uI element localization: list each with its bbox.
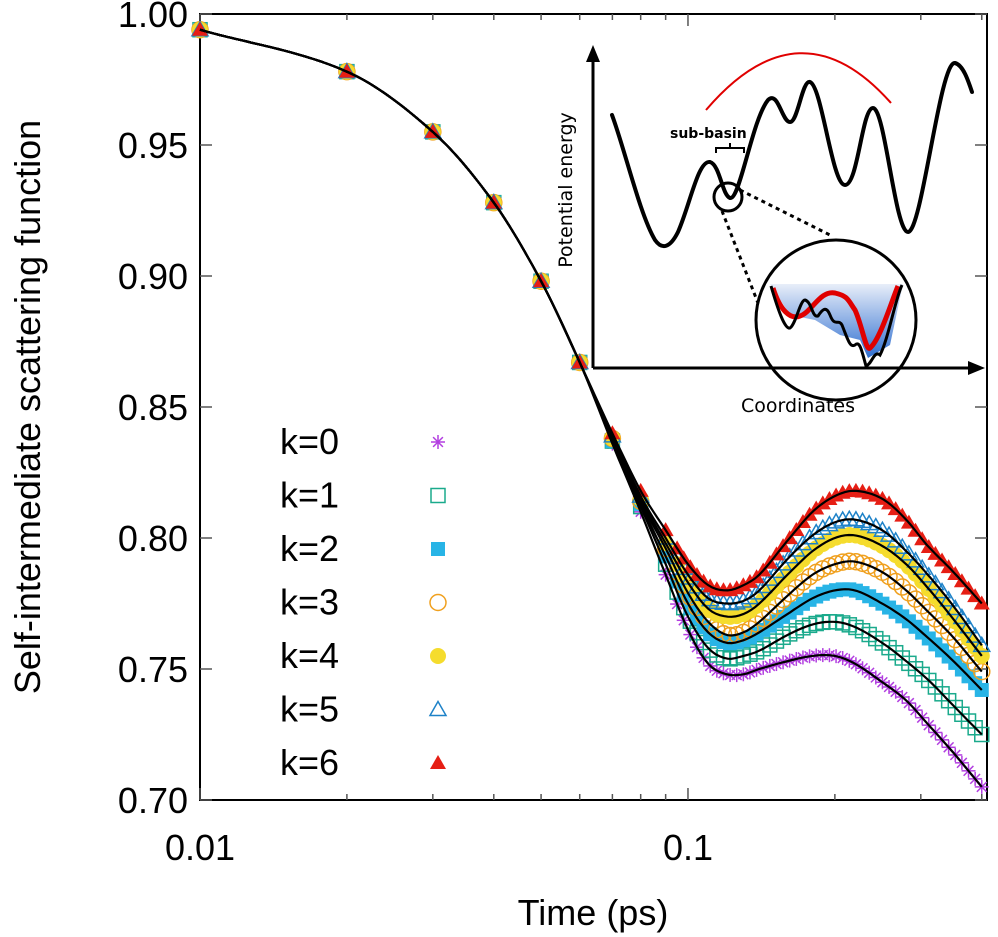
- data-point: [892, 537, 912, 555]
- y-tick-label: 0.95: [118, 125, 188, 166]
- zoom-source-circle: [712, 181, 744, 213]
- red-envelope-curve: [705, 52, 892, 111]
- x-tick-label: 0.01: [165, 827, 235, 868]
- data-point: [974, 726, 990, 743]
- data-point: [886, 531, 905, 548]
- data-point: [767, 597, 786, 615]
- data-point: [959, 617, 978, 634]
- legend-marker: [429, 593, 447, 612]
- data-point: [952, 607, 972, 625]
- fit-lines: [199, 28, 983, 788]
- legend-entry: k=5: [280, 689, 448, 730]
- y-axis-title: Self-intermediate scattering function: [7, 120, 48, 694]
- legend-entry: k=3: [280, 582, 447, 623]
- data-point: [899, 544, 919, 561]
- data-point: [965, 626, 985, 643]
- data-point: [906, 551, 925, 568]
- legend-marker: [430, 487, 446, 504]
- data-point: [794, 573, 812, 591]
- legend-label: k=4: [280, 635, 339, 676]
- y-tick-label: 0.85: [118, 387, 188, 428]
- fit-line-k-1: [199, 28, 983, 736]
- legend-marker: [430, 755, 446, 769]
- data-point: [945, 598, 965, 616]
- data-point: [879, 525, 899, 542]
- y-tick-label: 0.75: [118, 649, 188, 690]
- fit-line-k-6: [199, 28, 983, 605]
- legend-entry: k=0: [280, 421, 445, 462]
- legend-marker: [431, 542, 445, 556]
- legend-entry: k=6: [280, 742, 446, 783]
- data-point: [806, 523, 826, 540]
- axis-ticks: [199, 13, 987, 801]
- legend-label: k=1: [280, 475, 339, 516]
- data-point: [972, 635, 992, 653]
- data-markers: [190, 20, 992, 794]
- legend-entry: k=2: [280, 528, 445, 569]
- inset-x-arrow-icon: [968, 361, 985, 375]
- data-point: [754, 609, 772, 628]
- y-tick-label: 0.80: [118, 518, 188, 559]
- legend-entry: k=1: [280, 475, 446, 516]
- zoom-magnified-circle: [754, 238, 918, 402]
- data-point: [919, 566, 939, 583]
- inset-x-label: Coordinates: [741, 395, 855, 417]
- legend-entry: k=4: [280, 635, 446, 676]
- data-point: [900, 584, 918, 602]
- y-tick-label: 1.00: [118, 0, 188, 35]
- data-point: [913, 596, 931, 615]
- series-markers-k-0: [193, 22, 989, 794]
- data-point: [740, 588, 760, 605]
- data-point: [787, 579, 806, 597]
- data-point: [820, 557, 839, 575]
- legend-marker: [431, 435, 445, 449]
- data-point: [800, 528, 819, 545]
- data-point: [880, 567, 898, 586]
- y-tick-label: 0.90: [118, 256, 188, 297]
- x-axis-title: Time (ps): [518, 892, 669, 933]
- legend-marker: [428, 699, 448, 717]
- data-point: [780, 585, 799, 603]
- data-point: [939, 590, 958, 607]
- zoom-connector-line: [739, 188, 833, 238]
- legend-label: k=6: [280, 742, 339, 783]
- energy-curve: [610, 60, 974, 249]
- x-tick-label: 0.1: [663, 827, 713, 868]
- data-point: [774, 590, 792, 609]
- legend-label: k=5: [280, 689, 339, 730]
- data-point: [893, 578, 912, 596]
- data-point: [793, 534, 813, 551]
- data-point: [827, 555, 845, 573]
- data-point: [906, 590, 925, 608]
- fine-energy-curve: [769, 284, 904, 368]
- inset-y-label: Potential energy: [555, 112, 577, 267]
- data-point: [873, 520, 892, 538]
- data-point: [886, 572, 905, 591]
- legend-marker: [430, 648, 446, 664]
- axis-tick-labels: 1.00 0.95 0.90 0.85 0.80 0.75 0.70 0.01 0.1: [118, 0, 713, 868]
- zoom-connector-line: [720, 210, 760, 304]
- inset-energy-landscape: sub-basin Coordinates Potential energy: [555, 45, 985, 417]
- inset-y-arrow-icon: [586, 45, 600, 62]
- data-point: [761, 603, 779, 622]
- data-point: [932, 582, 952, 599]
- data-point: [192, 21, 208, 36]
- data-point: [926, 574, 945, 591]
- legend-label: k=2: [280, 528, 339, 569]
- data-point: [747, 615, 766, 633]
- legend: k=0 k=1 k=2 k=3 k=4 k=5 k=6: [280, 421, 448, 783]
- coarse-grained-red-curve: [770, 285, 901, 351]
- data-point: [912, 558, 932, 575]
- sub-basin-label: sub-basin: [670, 126, 747, 142]
- data-point: [920, 603, 938, 622]
- data-point: [813, 518, 833, 535]
- y-tick-label: 0.70: [118, 780, 188, 821]
- legend-label: k=0: [280, 421, 339, 462]
- legend-label: k=3: [280, 582, 339, 623]
- data-point: [694, 584, 713, 602]
- sub-basin-bracket: [715, 143, 745, 153]
